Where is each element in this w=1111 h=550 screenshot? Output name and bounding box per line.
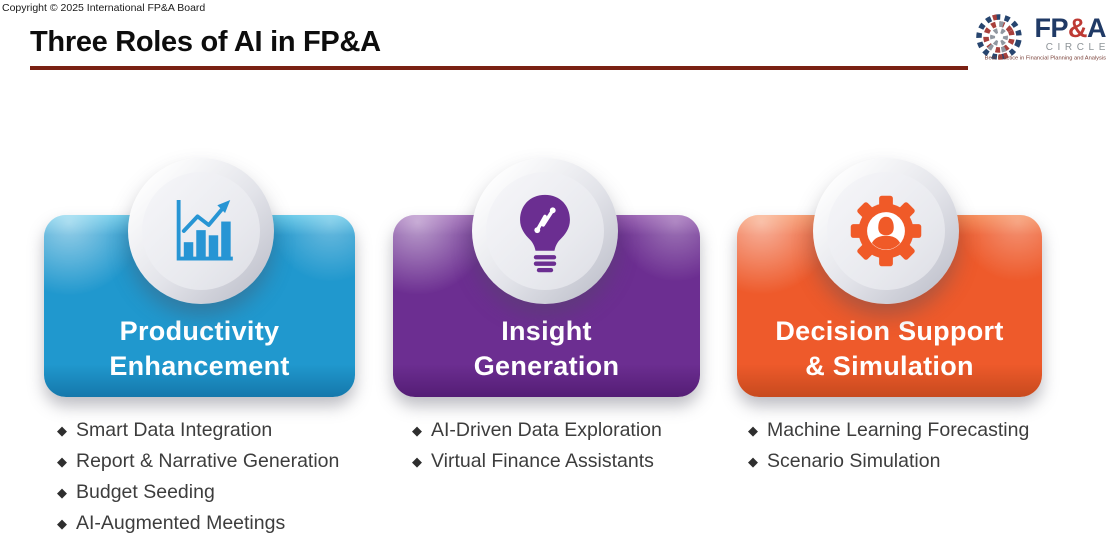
icon-medallion-insight bbox=[472, 158, 618, 304]
card-title-line2: & Simulation bbox=[805, 351, 974, 381]
card-title: Decision Support & Simulation bbox=[737, 314, 1042, 384]
logo-ampersand: & bbox=[1068, 13, 1088, 43]
card-productivity-enhancement: Productivity Enhancement bbox=[44, 215, 355, 397]
list-item: ◆ AI-Driven Data Exploration bbox=[412, 415, 662, 446]
list-item: ◆ AI-Augmented Meetings bbox=[57, 508, 339, 539]
gear-person-icon bbox=[850, 195, 922, 267]
lightbulb-trend-icon bbox=[520, 194, 570, 273]
bullet-text: Budget Seeding bbox=[76, 481, 215, 503]
card-title-line2: Generation bbox=[473, 351, 620, 381]
logo-tagline: Best Practice in Financial Planning and … bbox=[984, 55, 1106, 62]
diamond-bullet-icon: ◆ bbox=[748, 423, 758, 438]
diamond-bullet-icon: ◆ bbox=[57, 485, 67, 500]
copyright-text: Copyright © 2025 International FP&A Boar… bbox=[2, 2, 206, 14]
card-title-line2: Enhancement bbox=[109, 351, 290, 381]
list-item: ◆ Scenario Simulation bbox=[748, 446, 1029, 477]
bullet-text: Report & Narrative Generation bbox=[76, 450, 340, 472]
title-underline bbox=[30, 66, 968, 70]
card-title-line1: Decision Support bbox=[775, 316, 1004, 346]
bullet-text: Scenario Simulation bbox=[767, 450, 941, 472]
card-title-line1: Insight bbox=[501, 316, 592, 346]
diamond-bullet-icon: ◆ bbox=[57, 454, 67, 469]
page-title: Three Roles of AI in FP&A bbox=[30, 26, 381, 58]
list-item: ◆ Smart Data Integration bbox=[57, 415, 339, 446]
list-item: ◆ Machine Learning Forecasting bbox=[748, 415, 1029, 446]
logo-globe-icon bbox=[976, 14, 1022, 60]
bar-chart-trend-icon bbox=[176, 200, 233, 261]
logo-fpa-text: FP&A bbox=[1034, 13, 1106, 43]
fpa-circle-logo: FP&A CIRCLE Best Practice in Financial P… bbox=[974, 8, 1107, 68]
bullet-text: AI-Driven Data Exploration bbox=[431, 419, 662, 441]
list-item: ◆ Virtual Finance Assistants bbox=[412, 446, 662, 477]
card-title-line1: Productivity bbox=[119, 316, 280, 346]
bullet-text: Virtual Finance Assistants bbox=[431, 450, 654, 472]
diamond-bullet-icon: ◆ bbox=[412, 454, 422, 469]
card-title: Productivity Enhancement bbox=[44, 314, 355, 384]
logo-circle-text: CIRCLE bbox=[1045, 42, 1110, 53]
bullet-list-insight: ◆ AI-Driven Data Exploration ◆ Virtual Fin… bbox=[412, 415, 662, 477]
icon-medallion-productivity bbox=[128, 158, 274, 304]
diamond-bullet-icon: ◆ bbox=[748, 454, 758, 469]
bullet-text: AI-Augmented Meetings bbox=[76, 512, 286, 534]
bullet-text: Machine Learning Forecasting bbox=[767, 419, 1030, 441]
bullet-text: Smart Data Integration bbox=[76, 419, 273, 441]
diamond-bullet-icon: ◆ bbox=[57, 423, 67, 438]
list-item: ◆ Budget Seeding bbox=[57, 477, 339, 508]
diamond-bullet-icon: ◆ bbox=[57, 516, 67, 531]
list-item: ◆ Report & Narrative Generation bbox=[57, 446, 339, 477]
icon-medallion-decision bbox=[813, 158, 959, 304]
diamond-bullet-icon: ◆ bbox=[412, 423, 422, 438]
bullet-list-decision: ◆ Machine Learning Forecasting ◆ Scenario … bbox=[748, 415, 1029, 477]
card-title: Insight Generation bbox=[393, 314, 700, 384]
logo-wordmark: FP&A CIRCLE bbox=[1014, 13, 1106, 54]
bullet-list-productivity: ◆ Smart Data Integration ◆ Report & Narrat… bbox=[57, 415, 339, 539]
